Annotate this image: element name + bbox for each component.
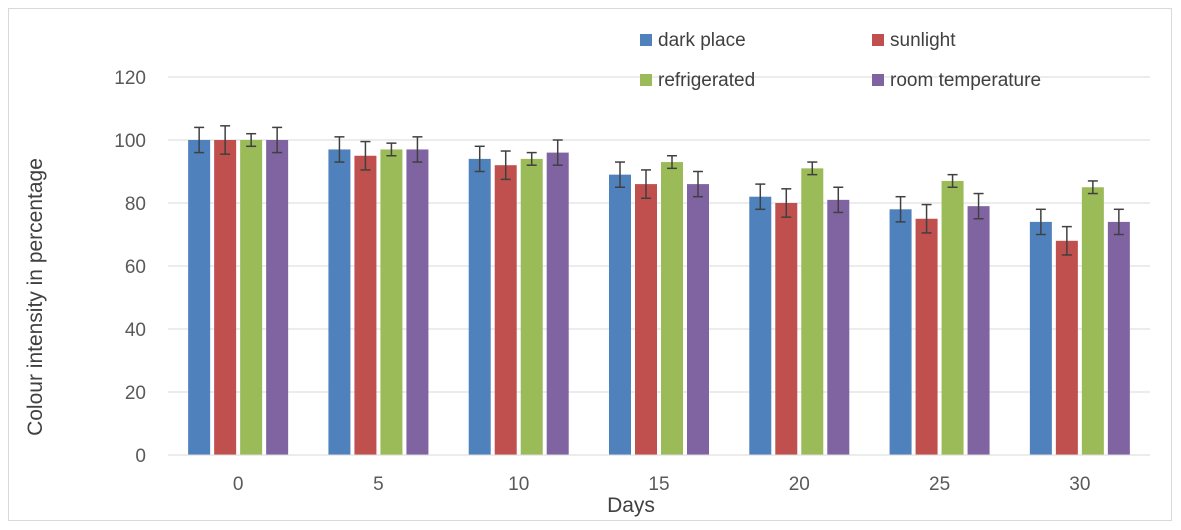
- bar: [494, 165, 517, 455]
- legend-label: dark place: [658, 30, 746, 51]
- error-bars: [194, 125, 1124, 256]
- x-axis-title: Days: [607, 494, 655, 517]
- bar: [468, 158, 491, 455]
- y-tick-label: 0: [135, 446, 146, 467]
- gridlines: [168, 76, 1150, 393]
- bar: [1107, 221, 1130, 455]
- error-bar: [807, 161, 818, 176]
- y-tick-label: 120: [114, 68, 146, 89]
- bar: [915, 218, 938, 455]
- legend-label: room temperature: [890, 70, 1041, 91]
- bar: [406, 149, 429, 455]
- x-tick-label: 15: [648, 474, 669, 495]
- x-tick-label: 0: [233, 474, 244, 495]
- x-tick-label: 10: [508, 474, 529, 495]
- x-tick-label: 20: [789, 474, 810, 495]
- error-bar: [1061, 225, 1072, 256]
- bar: [1029, 221, 1052, 455]
- bar: [609, 174, 631, 455]
- bar: [687, 184, 709, 455]
- bar: [188, 140, 211, 455]
- bar: [214, 140, 237, 455]
- bars: [188, 140, 1130, 456]
- bar: [1081, 187, 1104, 455]
- y-axis-title: Colour intensity in percentage: [24, 158, 47, 436]
- legend-swatch: [872, 34, 884, 46]
- error-bar: [552, 139, 563, 166]
- x-tick-label: 5: [373, 474, 384, 495]
- error-bar: [246, 132, 257, 148]
- bar: [749, 196, 772, 455]
- error-bar: [973, 192, 984, 220]
- error-bar: [1035, 208, 1046, 236]
- bar: [889, 209, 912, 455]
- error-bar: [1087, 180, 1098, 195]
- legend-item: room temperature: [872, 70, 1041, 91]
- x-axis-ticks: 0 5 10 15 20 25 30: [233, 474, 1091, 495]
- bar: [967, 206, 990, 455]
- x-tick-label: 30: [1069, 474, 1090, 495]
- bar: [328, 149, 351, 455]
- error-bar: [334, 136, 345, 163]
- error-bar: [474, 145, 485, 173]
- bar: [801, 168, 824, 455]
- legend: dark place sunlight refrigerated room tempe…: [640, 30, 1041, 91]
- error-bar: [500, 150, 511, 181]
- x-tick-label: 25: [929, 474, 950, 495]
- error-bar: [615, 161, 625, 188]
- bar: [266, 140, 289, 455]
- bar: [1055, 240, 1078, 455]
- y-tick-label: 40: [125, 320, 146, 341]
- error-bar: [947, 173, 958, 188]
- y-tick-label: 100: [114, 131, 146, 152]
- legend-item: refrigerated: [640, 70, 755, 91]
- bar: [941, 180, 964, 455]
- bar: [635, 184, 657, 455]
- error-bar: [1113, 208, 1124, 236]
- error-bar: [921, 203, 932, 234]
- error-bar: [693, 170, 703, 198]
- legend-swatch: [872, 74, 884, 86]
- y-tick-label: 20: [125, 383, 146, 404]
- error-bar: [667, 155, 677, 170]
- error-bar: [386, 142, 397, 157]
- y-axis-ticks: 0 20 40 60 80 100 120: [114, 68, 146, 467]
- legend-label: sunlight: [890, 30, 956, 51]
- error-bar: [755, 183, 766, 211]
- y-tick-label: 80: [125, 194, 146, 215]
- bar: [354, 155, 377, 455]
- y-tick-label: 60: [125, 257, 146, 278]
- legend-label: refrigerated: [658, 70, 755, 91]
- legend-swatch: [640, 34, 652, 46]
- error-bar: [526, 151, 537, 166]
- legend-item: dark place: [640, 30, 746, 51]
- bar: [827, 199, 850, 455]
- bar: [775, 203, 798, 455]
- error-bar: [360, 140, 371, 171]
- bar: [240, 140, 263, 455]
- bar: [520, 158, 543, 455]
- bar: [661, 162, 683, 456]
- error-bar: [272, 126, 283, 154]
- error-bar: [641, 169, 651, 200]
- error-bar: [781, 188, 792, 218]
- error-bar: [194, 126, 205, 154]
- bar: [380, 149, 403, 455]
- error-bar: [220, 125, 231, 155]
- legend-item: sunlight: [872, 30, 956, 51]
- legend-swatch: [640, 74, 652, 86]
- error-bar: [412, 136, 423, 163]
- error-bar: [895, 195, 906, 223]
- bar: [546, 152, 569, 455]
- error-bar: [833, 186, 844, 214]
